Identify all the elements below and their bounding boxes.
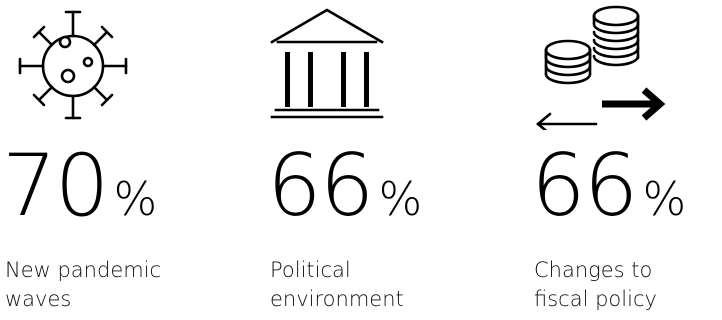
virus-icon — [5, 2, 165, 130]
stat-label: New pandemic waves — [5, 256, 195, 314]
percent-sign: % — [642, 172, 687, 226]
stat-value-row: 70% — [2, 136, 157, 236]
stat-value: 66 — [267, 136, 374, 236]
percent-sign: % — [113, 172, 158, 226]
stat-label: Political environment — [270, 256, 460, 314]
stat-value: 70 — [2, 136, 109, 236]
stat-label: Changes to fiscal policy — [534, 256, 722, 314]
stat-political-environment: 66% Political environment — [267, 0, 470, 320]
stat-label-line: fiscal policy — [534, 287, 657, 311]
stat-value-row: 66% — [267, 136, 422, 236]
stat-new-pandemic-waves: 70% New pandemic waves — [2, 0, 205, 320]
stat-label-line: waves — [5, 287, 72, 311]
stat-label-line: New pandemic — [5, 258, 162, 282]
stat-label-line: environment — [270, 287, 404, 311]
stat-changes-to-fiscal-policy: 66% Changes to fiscal policy — [531, 0, 722, 320]
stat-label-line: Political — [270, 258, 351, 282]
government-building-icon — [270, 2, 430, 130]
coins-exchange-icon — [534, 2, 694, 130]
stat-value-row: 66% — [531, 136, 686, 236]
stat-value: 66 — [531, 136, 638, 236]
stat-label-line: Changes to — [534, 258, 653, 282]
percent-sign: % — [378, 172, 423, 226]
